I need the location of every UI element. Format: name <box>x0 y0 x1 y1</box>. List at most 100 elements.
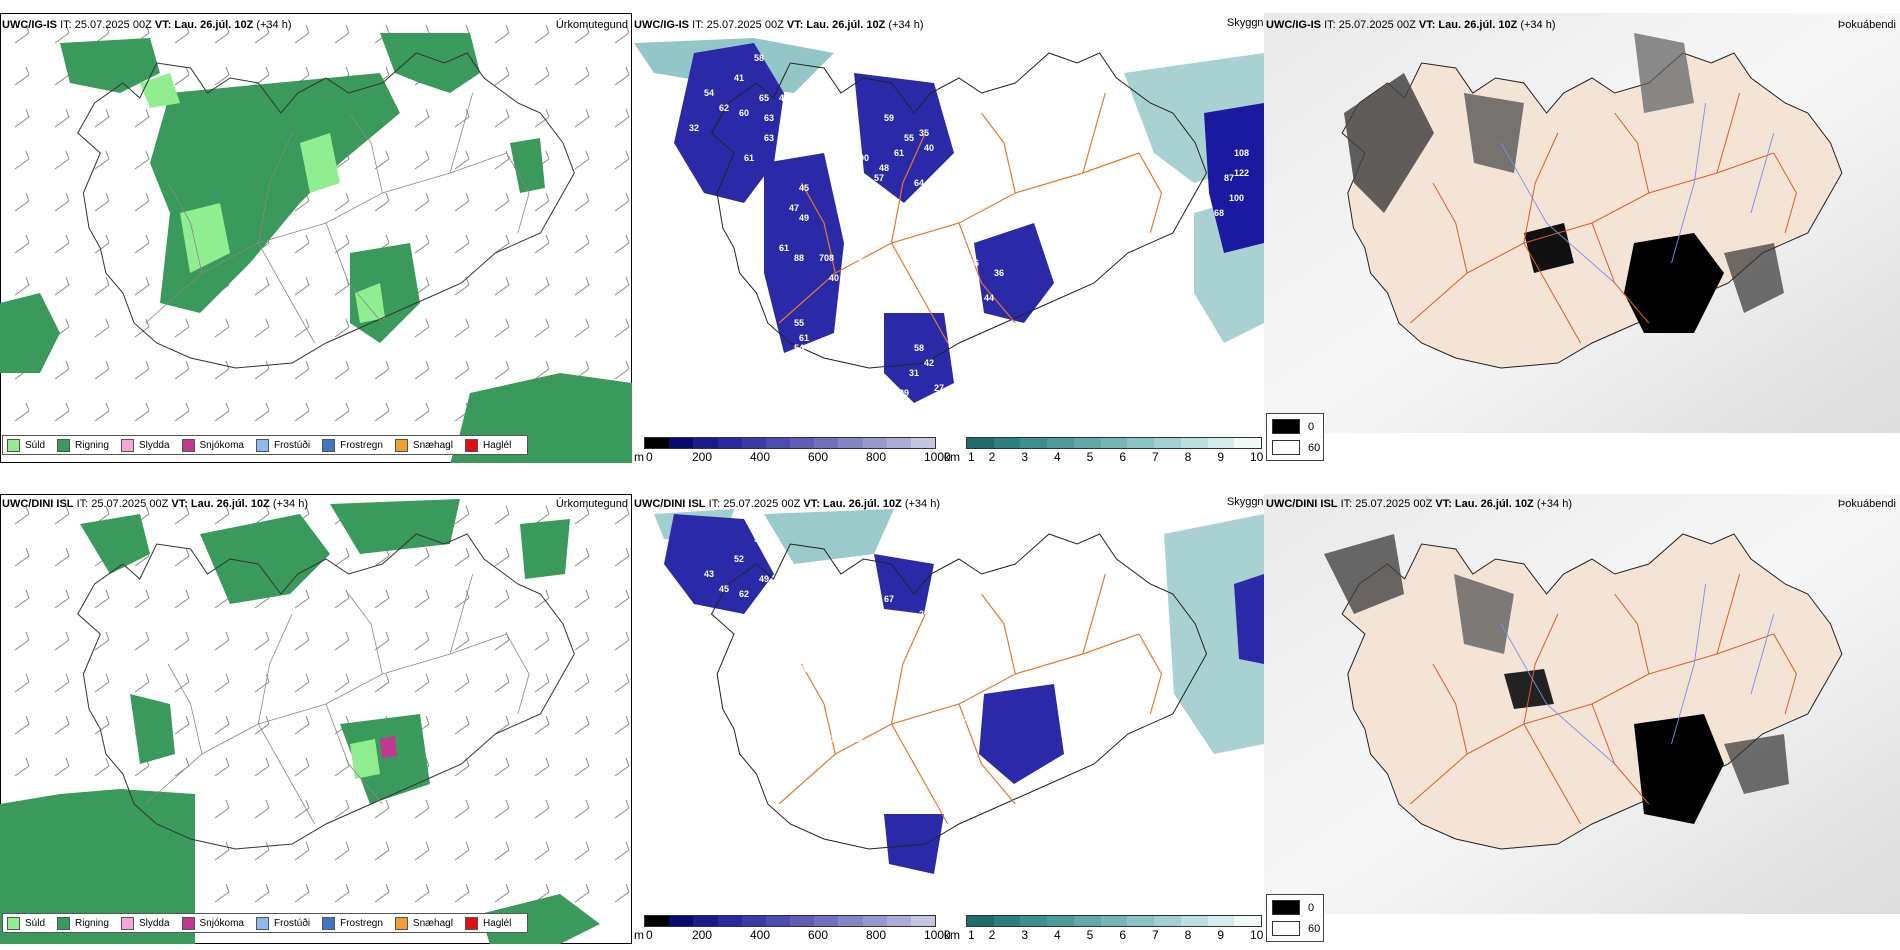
wind-barb <box>614 150 630 170</box>
wind-barb <box>294 276 310 296</box>
lead-time: (+34 h) <box>1536 498 1573 510</box>
visibility-panel-bottom: Skyggni UWC/DINI ISL IT: 25.07.2025 00Z … <box>634 494 1266 944</box>
wind-barb <box>14 715 30 735</box>
visibility-value-label: 99 <box>1054 103 1065 113</box>
wind-barb <box>614 360 630 380</box>
wind-barb <box>254 24 270 44</box>
lead-time: (+34 h) <box>272 498 309 510</box>
visibility-value-label: 66 <box>764 614 775 624</box>
visibility-value-label: 67 <box>884 594 895 604</box>
wind-barb <box>534 360 550 380</box>
precip-legend-item: Slydda <box>120 438 170 452</box>
visibility-value-label: 41 <box>734 73 745 83</box>
visibility-value-label: 27 <box>894 629 905 639</box>
wind-barb <box>574 757 590 777</box>
valid-time: Lau. 26.júl. 10Z <box>174 19 254 31</box>
legend-label: Rigning <box>75 439 109 451</box>
wind-barb <box>334 589 350 609</box>
wind-barb <box>614 841 630 861</box>
model-label: UWC/DINI ISL <box>2 498 74 510</box>
ceiling-legend: 0 60 <box>1266 413 1324 461</box>
colorbar-tick: 10 <box>1250 928 1264 942</box>
wind-barb <box>334 402 350 422</box>
wind-barb <box>14 505 30 525</box>
colorbar-step <box>645 916 670 926</box>
ceiling-legend-swatch <box>1272 440 1300 455</box>
wind-barb <box>134 318 150 338</box>
wind-barb <box>494 799 510 819</box>
wind-barb <box>454 883 470 903</box>
visibility-value-label: 61 <box>799 333 810 343</box>
colorbar-tick: 1 <box>968 450 975 464</box>
visibility-value-label: 57 <box>874 173 885 183</box>
colorbar-step <box>1180 916 1208 926</box>
wind-barb <box>534 192 550 212</box>
wind-barb <box>94 192 110 212</box>
legend-swatch <box>394 438 408 452</box>
visibility-value-label: 53 <box>1034 564 1045 574</box>
wind-barb <box>454 673 470 693</box>
wind-barb <box>54 192 70 212</box>
visibility-value-label: 52 <box>734 554 745 564</box>
wind-barb <box>214 841 230 861</box>
wind-barb <box>534 276 550 296</box>
elevation-colorbar: m 0 200 400 600 800 1000 <box>634 437 951 467</box>
wind-barb <box>454 547 470 567</box>
wind-barb <box>454 715 470 735</box>
wind-barb <box>454 589 470 609</box>
wind-barb <box>534 631 550 651</box>
visibility-value-label: 84 <box>924 624 935 634</box>
wind-barb <box>574 589 590 609</box>
wind-barb <box>454 505 470 525</box>
wind-barb <box>134 234 150 254</box>
wind-barb <box>374 360 390 380</box>
visibility-value-label: 51 <box>834 654 845 664</box>
wind-barb <box>614 192 630 212</box>
visibility-value-label: 55 <box>794 318 805 328</box>
colorbar-step <box>1100 438 1128 448</box>
colorbar-bar <box>966 437 1262 449</box>
wind-barb <box>94 673 110 693</box>
legend-label: Snæhagl <box>412 917 453 929</box>
model-label: UWC/IG-IS <box>2 19 57 31</box>
ceiling-legend: 0 60 <box>1266 894 1324 942</box>
wind-barb <box>534 24 550 44</box>
precip-legend-item: Frostregn <box>322 916 383 930</box>
colorbar-step <box>1180 438 1208 448</box>
valid-time: Lau. 26.júl. 10Z <box>190 498 270 510</box>
legend-swatch <box>464 438 478 452</box>
visibility-value-label: 31 <box>909 368 920 378</box>
visibility-value-label: 43 <box>704 569 715 579</box>
wind-barb <box>494 24 510 44</box>
wind-barb <box>134 631 150 651</box>
visibility-value-label: 67 <box>959 233 970 243</box>
legend-label: Snjókoma <box>199 439 244 451</box>
wind-barb <box>494 234 510 254</box>
wind-barb <box>294 757 310 777</box>
wind-barb <box>254 631 270 651</box>
visibility-value-label: 50 <box>914 659 925 669</box>
legend-swatch <box>181 916 195 930</box>
wind-barb <box>374 673 390 693</box>
header-bottom-visibility: UWC/DINI ISL IT: 25.07.2025 00Z VT: Lau.… <box>634 498 940 511</box>
wind-barb <box>454 108 470 128</box>
wind-barb <box>454 799 470 819</box>
wind-barb <box>614 799 630 819</box>
wind-barb <box>534 318 550 338</box>
visibility-value-label: 42 <box>924 358 935 368</box>
colorbar-step <box>910 438 936 448</box>
panel-title-visibility: Skyggni <box>1226 496 1266 508</box>
wind-barb <box>254 673 270 693</box>
wind-barb <box>414 841 430 861</box>
wind-barb <box>94 234 110 254</box>
legend-swatch <box>181 438 195 452</box>
colorbar-unit: km <box>944 450 960 464</box>
visibility-value-label: 63 <box>764 113 775 123</box>
wind-barb <box>174 673 190 693</box>
wind-barb <box>414 108 430 128</box>
legend-swatch <box>7 916 20 930</box>
wind-barb <box>614 505 630 525</box>
legend-swatch <box>322 916 336 930</box>
legend-label: Súld <box>25 917 46 929</box>
legend-label: Haglél <box>482 917 512 929</box>
